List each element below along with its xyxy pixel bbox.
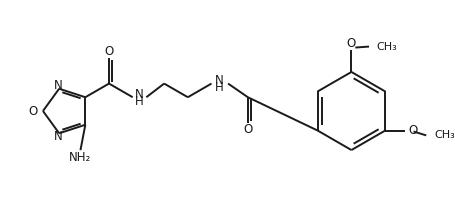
Text: O: O xyxy=(243,123,252,136)
Text: O: O xyxy=(408,124,417,137)
Text: H: H xyxy=(135,95,144,108)
Text: N: N xyxy=(54,79,62,92)
Text: N: N xyxy=(135,88,144,101)
Text: N: N xyxy=(214,74,223,87)
Text: NH₂: NH₂ xyxy=(69,151,91,165)
Text: CH₃: CH₃ xyxy=(433,130,454,140)
Text: O: O xyxy=(346,37,355,50)
Text: O: O xyxy=(29,105,38,117)
Text: CH₃: CH₃ xyxy=(376,42,397,52)
Text: O: O xyxy=(104,45,113,58)
Text: N: N xyxy=(54,130,62,143)
Text: H: H xyxy=(214,81,223,94)
